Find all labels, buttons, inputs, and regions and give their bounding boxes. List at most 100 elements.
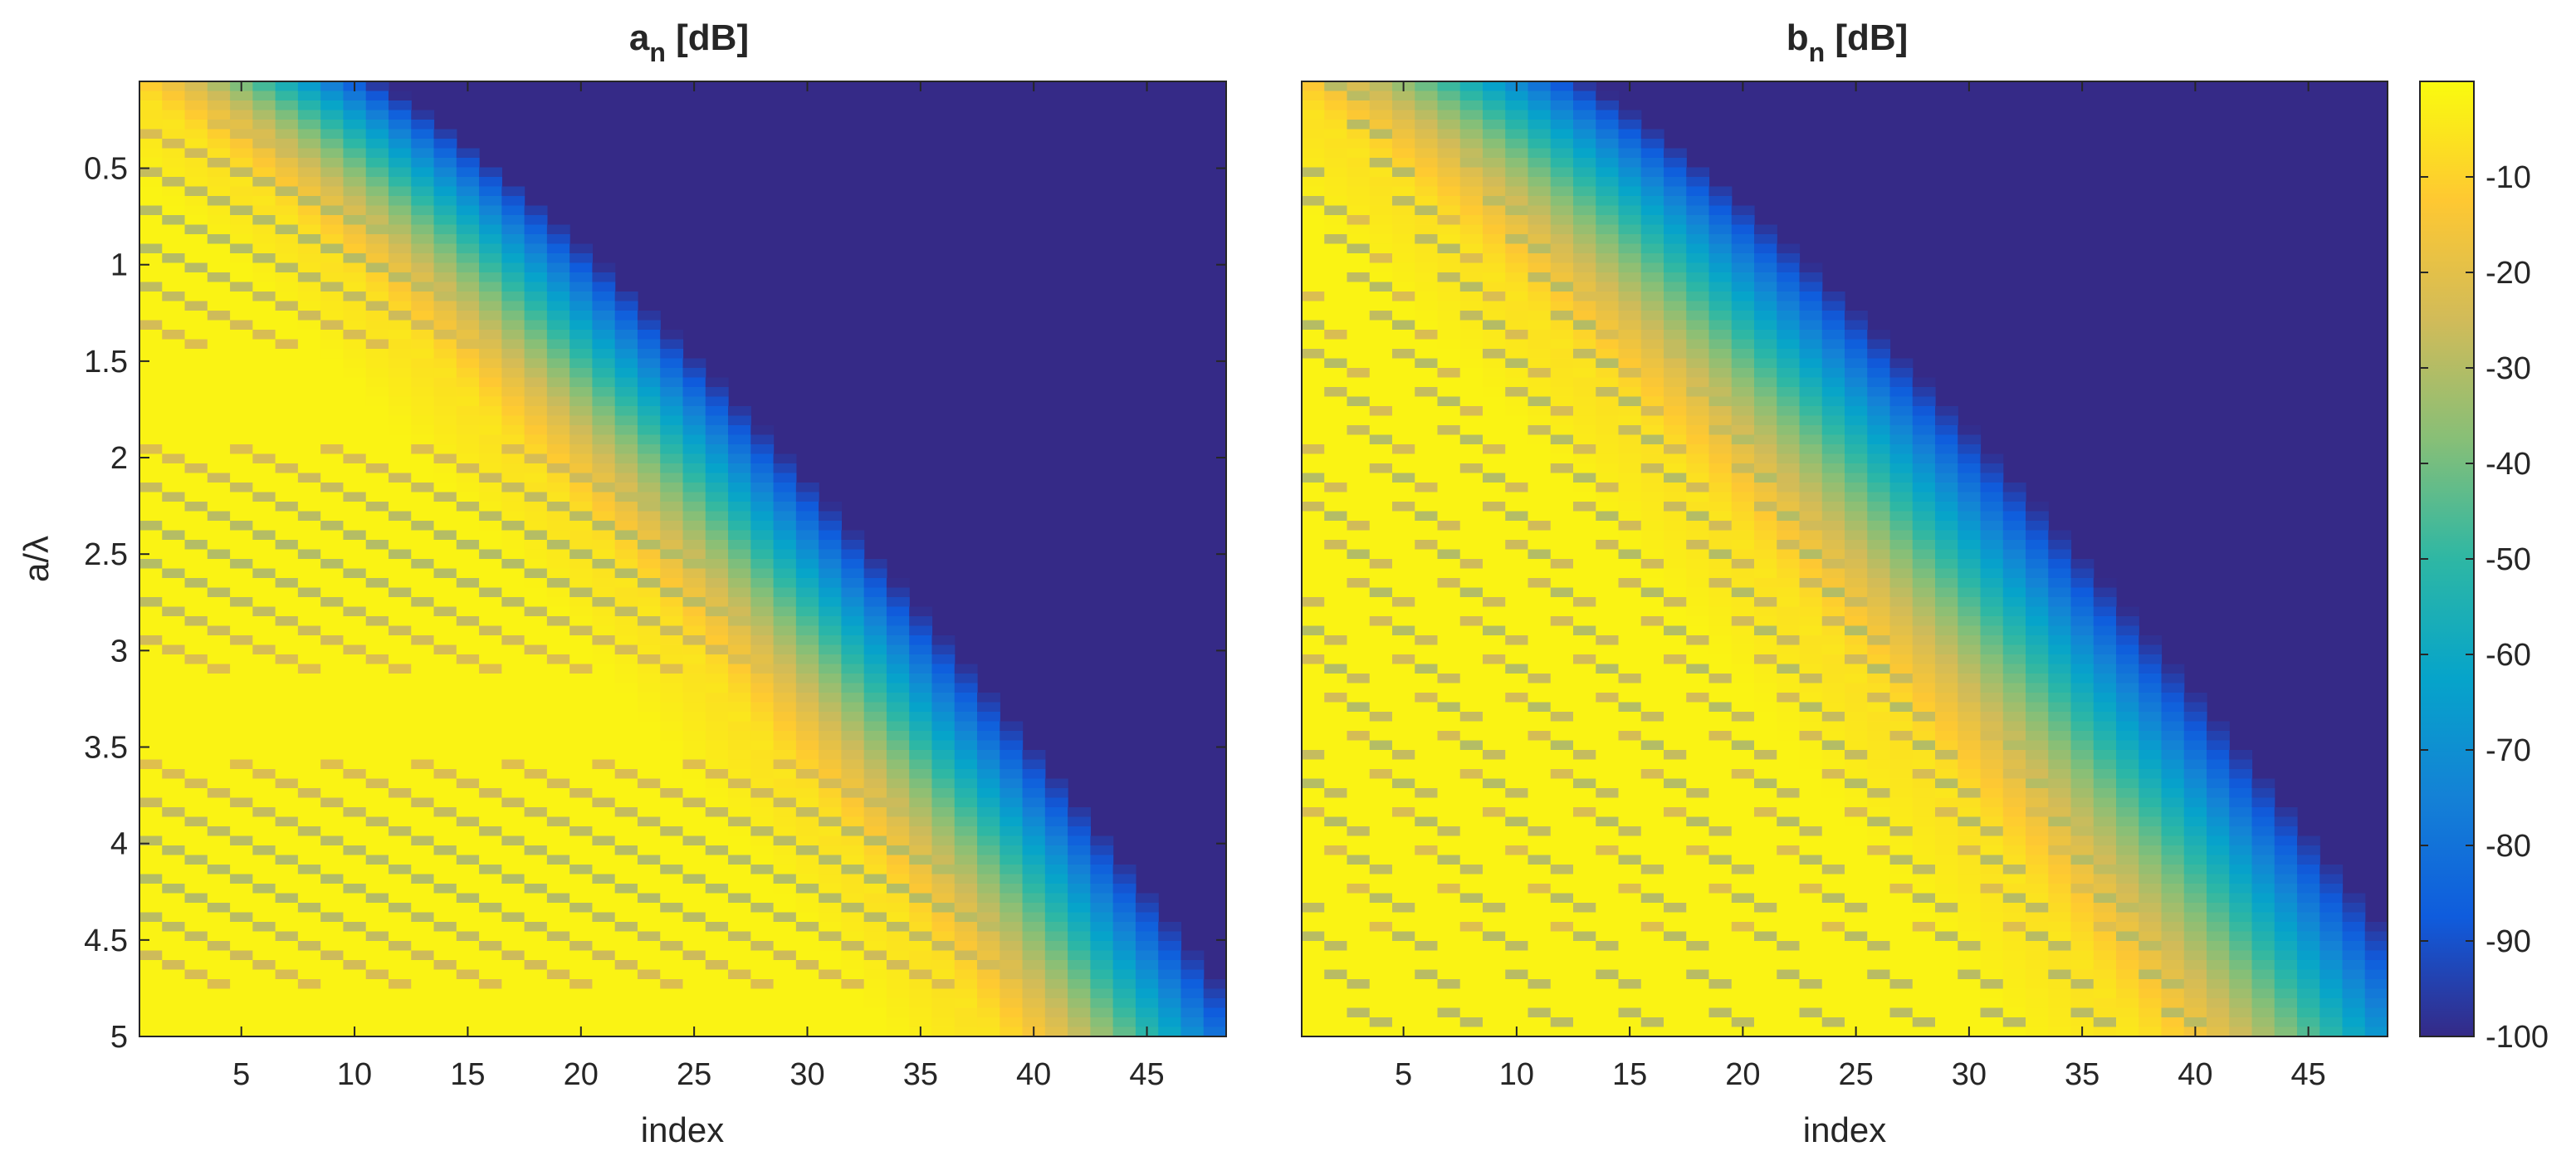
heatmap-cell <box>569 865 594 875</box>
heatmap-cell <box>592 702 616 713</box>
heatmap-cell <box>343 215 367 226</box>
heatmap-cell <box>863 874 887 884</box>
heatmap-cell <box>1324 120 1348 130</box>
heatmap-cell <box>1664 587 1687 598</box>
heatmap-cell <box>1731 453 1755 464</box>
heatmap-cell <box>592 320 616 331</box>
heatmap-cell <box>569 788 594 799</box>
heatmap-cell <box>1505 559 1529 570</box>
heatmap-cell <box>524 1017 548 1028</box>
heatmap-cell <box>162 960 186 971</box>
heatmap-cell <box>162 320 186 331</box>
heatmap-cell <box>841 960 865 971</box>
heatmap-cell <box>637 492 661 502</box>
heatmap-cell <box>1324 139 1348 149</box>
heatmap-cell <box>365 158 389 169</box>
heatmap-cell <box>705 492 729 502</box>
heatmap-cell <box>1459 578 1484 589</box>
heatmap-cell <box>456 988 480 999</box>
heatmap-cell <box>954 960 978 971</box>
heatmap-cell <box>524 1007 548 1018</box>
heatmap-cell <box>728 845 751 856</box>
heatmap-cell <box>1664 597 1687 608</box>
heatmap-cell <box>1935 453 1958 464</box>
heatmap-cell <box>297 540 321 551</box>
heatmap-cell <box>863 979 887 990</box>
heatmap-cell <box>388 339 412 350</box>
heatmap-cell <box>297 835 321 846</box>
heatmap-cell <box>546 664 570 674</box>
heatmap-cell <box>501 702 525 713</box>
heatmap-cell <box>501 301 525 311</box>
heatmap-cell <box>1980 644 2004 655</box>
heatmap-cell <box>1000 988 1024 999</box>
heatmap-cell <box>388 587 412 598</box>
heatmap-cell <box>841 530 865 541</box>
heatmap-cell <box>546 693 570 703</box>
heatmap-cell <box>977 712 1000 723</box>
heatmap-cell <box>1731 549 1755 560</box>
heatmap-cell <box>411 893 435 904</box>
heatmap-cell <box>1415 129 1439 140</box>
heatmap-cell <box>1867 415 1891 426</box>
heatmap-cell <box>1799 262 1823 273</box>
heatmap-cell <box>1392 616 1415 627</box>
heatmap-cell <box>252 578 276 589</box>
heatmap-cell <box>1686 330 1710 341</box>
heatmap-cell <box>1640 205 1664 216</box>
heatmap-cell <box>795 855 819 865</box>
heatmap-cell <box>909 807 933 818</box>
heatmap-cell <box>479 979 502 990</box>
heatmap-cell <box>1596 425 1620 436</box>
heatmap-cell <box>795 922 819 933</box>
heatmap-cell <box>411 129 435 140</box>
heatmap-cell <box>1044 778 1068 789</box>
heatmap-cell <box>2093 587 2117 598</box>
heatmap-cell <box>2093 616 2117 627</box>
heatmap-cell <box>1550 282 1574 292</box>
heatmap-cell <box>1958 444 1982 455</box>
heatmap-cell <box>1437 549 1461 560</box>
heatmap-cell <box>660 988 684 999</box>
heatmap-cell <box>1347 463 1371 474</box>
heatmap-cell <box>139 243 163 254</box>
heatmap-cell <box>230 311 253 321</box>
heatmap-cell <box>365 855 389 865</box>
heatmap-cell <box>1845 549 1868 560</box>
heatmap-cell <box>1550 492 1574 502</box>
heatmap-cell <box>162 950 186 961</box>
heatmap-cell <box>750 473 775 483</box>
heatmap-cell <box>252 243 276 254</box>
heatmap-cell <box>682 835 706 846</box>
heatmap-cell <box>1347 158 1371 169</box>
heatmap-cell <box>1912 683 1936 693</box>
heatmap-cell <box>1821 463 1845 474</box>
heatmap-cell <box>1302 148 1325 159</box>
heatmap-cell <box>1392 358 1415 369</box>
heatmap-cell <box>614 893 638 904</box>
heatmap-cell <box>501 587 525 598</box>
heatmap-cell <box>819 521 842 532</box>
heatmap-cell <box>546 272 570 283</box>
heatmap-cell <box>184 434 208 445</box>
heatmap-cell <box>1980 502 2004 512</box>
heatmap-cell <box>1302 186 1325 197</box>
heatmap-cell <box>1528 91 1552 101</box>
heatmap-cell <box>592 587 616 598</box>
heatmap-cell <box>1528 597 1552 608</box>
heatmap-cell <box>207 855 231 865</box>
heatmap-cell <box>2093 674 2117 684</box>
heatmap-cell <box>1459 587 1484 598</box>
heatmap-cell <box>456 415 480 426</box>
heatmap-cell <box>1392 167 1415 178</box>
heatmap-cell <box>207 683 231 693</box>
heatmap-cell <box>1369 606 1393 617</box>
heatmap-cell <box>1618 434 1642 445</box>
heatmap-cell <box>275 788 299 799</box>
heatmap-cell <box>252 387 276 398</box>
heatmap-cell <box>1596 635 1620 646</box>
heatmap-cell <box>1347 492 1371 502</box>
heatmap-cell <box>1777 502 1801 512</box>
heatmap-cell <box>1867 568 1891 579</box>
heatmap-cell <box>275 81 299 92</box>
